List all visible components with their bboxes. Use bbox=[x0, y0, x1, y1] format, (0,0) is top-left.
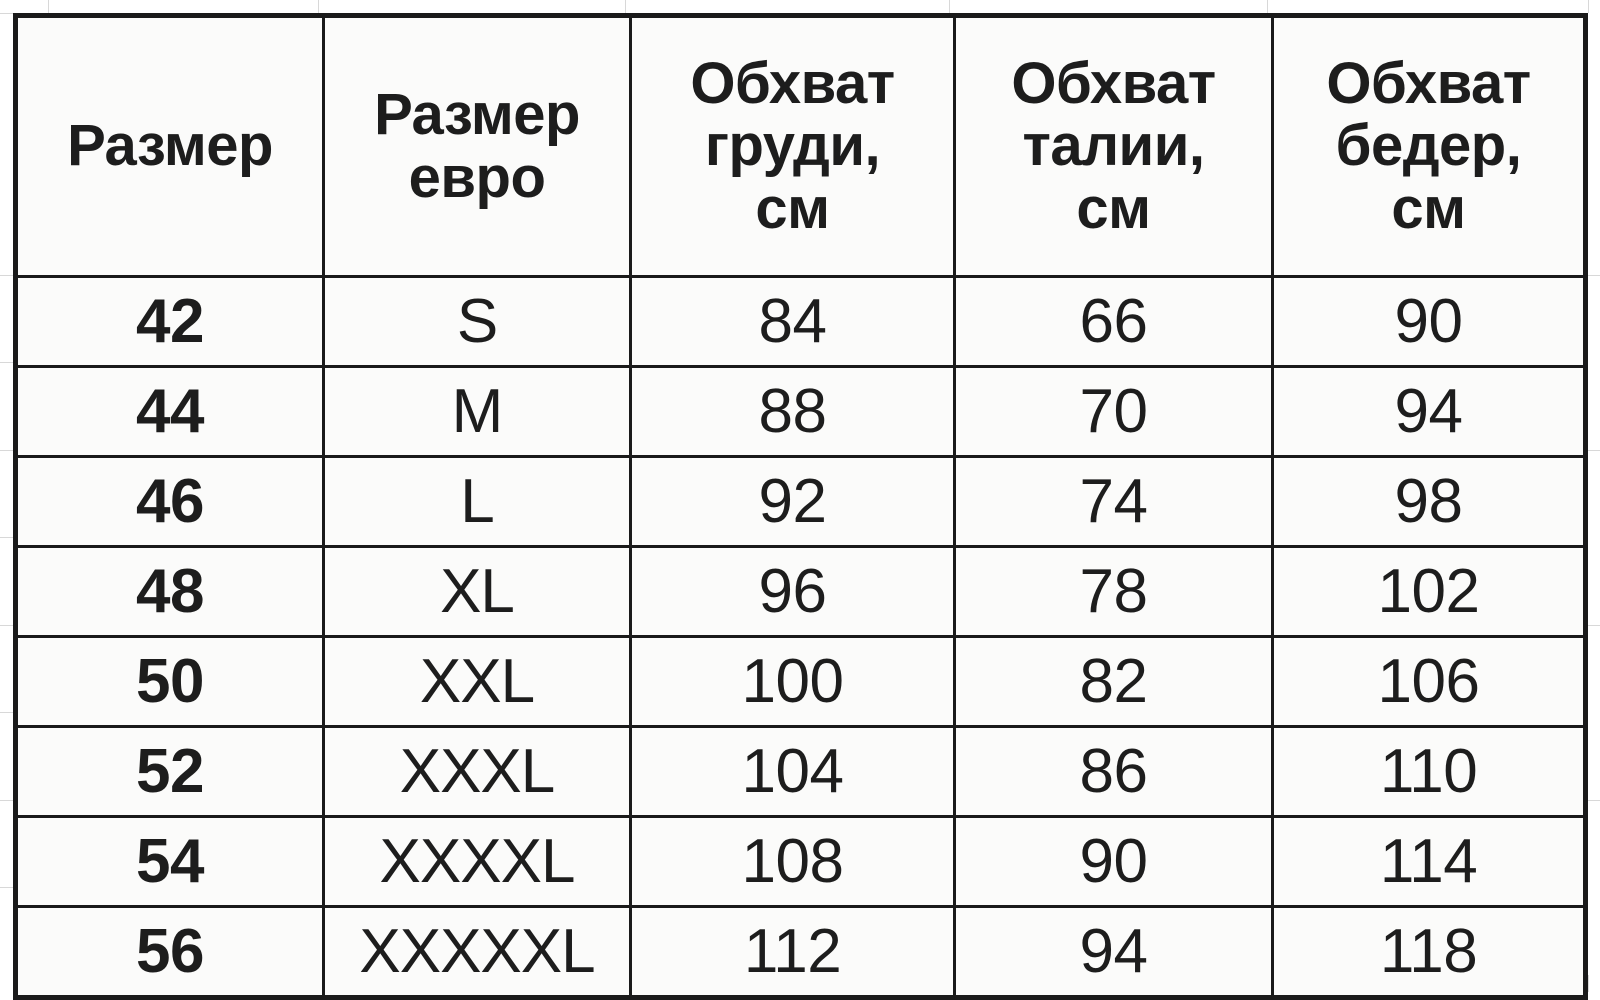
table-row: 42 S 84 66 90 bbox=[15, 276, 1586, 368]
cell-euro: XL bbox=[323, 546, 632, 638]
background-gridline-horizontal bbox=[0, 712, 13, 713]
background-gridline-vertical bbox=[1267, 0, 1268, 13]
background-gridline-horizontal bbox=[0, 537, 13, 538]
column-header-waist: Обхват талии, см bbox=[954, 15, 1274, 278]
header-row: Размер Размер евро Обхват груди, см Обхв… bbox=[15, 15, 1586, 278]
cell-hips: 90 bbox=[1272, 276, 1586, 368]
cell-hips: 110 bbox=[1272, 726, 1586, 818]
background-gridline-horizontal bbox=[0, 887, 13, 888]
cell-chest: 112 bbox=[630, 906, 956, 998]
column-header-chest-line-1: Обхват bbox=[690, 50, 895, 116]
column-header-size-line-1: Размер bbox=[67, 113, 273, 179]
table-header: Размер Размер евро Обхват груди, см Обхв… bbox=[15, 15, 1586, 278]
cell-waist: 70 bbox=[954, 366, 1274, 458]
table-row: 50 XXL 100 82 106 bbox=[15, 636, 1586, 728]
cell-hips: 114 bbox=[1272, 816, 1586, 908]
cell-hips: 98 bbox=[1272, 456, 1586, 548]
background-gridline-vertical bbox=[48, 0, 49, 13]
cell-waist: 94 bbox=[954, 906, 1274, 998]
background-gridline-vertical bbox=[318, 0, 319, 13]
cell-euro: L bbox=[323, 456, 632, 548]
table-row: 48 XL 96 78 102 bbox=[15, 546, 1586, 638]
column-header-chest-line-2: груди, bbox=[704, 113, 881, 179]
background-gridline-vertical bbox=[625, 0, 626, 13]
cell-euro: XXXXXL bbox=[323, 906, 632, 998]
cell-size: 46 bbox=[15, 456, 325, 548]
cell-chest: 104 bbox=[630, 726, 956, 818]
cell-waist: 74 bbox=[954, 456, 1274, 548]
cell-waist: 90 bbox=[954, 816, 1274, 908]
background-gridline-horizontal bbox=[0, 362, 13, 363]
cell-euro: XXL bbox=[323, 636, 632, 728]
column-header-euro-line-2: евро bbox=[408, 144, 546, 210]
background-gridline-vertical bbox=[1588, 0, 1589, 13]
cell-hips: 94 bbox=[1272, 366, 1586, 458]
column-header-waist-line-1: Обхват bbox=[1011, 50, 1216, 116]
size-chart-table: Размер Размер евро Обхват груди, см Обхв… bbox=[13, 13, 1588, 1000]
cell-hips: 102 bbox=[1272, 546, 1586, 638]
background-gridline-horizontal bbox=[0, 275, 13, 276]
cell-chest: 92 bbox=[630, 456, 956, 548]
column-header-waist-line-3: см bbox=[1076, 175, 1151, 241]
cell-waist: 66 bbox=[954, 276, 1274, 368]
cell-chest: 88 bbox=[630, 366, 956, 458]
table-body: 42 S 84 66 90 44 M 88 70 94 46 L 92 74 98 48 XL 96 78 102 50… bbox=[15, 276, 1586, 998]
table-row: 54 XXXXL 108 90 114 bbox=[15, 816, 1586, 908]
cell-chest: 100 bbox=[630, 636, 956, 728]
cell-size: 42 bbox=[15, 276, 325, 368]
cell-euro: M bbox=[323, 366, 632, 458]
background-gridline-horizontal bbox=[0, 13, 13, 14]
cell-size: 50 bbox=[15, 636, 325, 728]
cell-waist: 82 bbox=[954, 636, 1274, 728]
column-header-hips-line-3: см bbox=[1391, 175, 1466, 241]
cell-euro: S bbox=[323, 276, 632, 368]
column-header-chest: Обхват груди, см bbox=[630, 15, 956, 278]
background-gridline-horizontal bbox=[0, 800, 13, 801]
cell-euro: XXXL bbox=[323, 726, 632, 818]
column-header-euro-line-1: Размер bbox=[374, 81, 580, 147]
table-row: 56 XXXXXL 112 94 118 bbox=[15, 906, 1586, 998]
column-header-size: Размер bbox=[15, 15, 325, 278]
table-row: 52 XXXL 104 86 110 bbox=[15, 726, 1586, 818]
cell-euro: XXXXL bbox=[323, 816, 632, 908]
column-header-waist-line-2: талии, bbox=[1022, 113, 1205, 179]
background-gridline-horizontal bbox=[0, 625, 13, 626]
cell-size: 44 bbox=[15, 366, 325, 458]
background-gridline-vertical bbox=[1588, 975, 1589, 992]
column-header-hips: Обхват бедер, см bbox=[1272, 15, 1586, 278]
column-header-hips-line-2: бедер, bbox=[1335, 113, 1522, 179]
cell-hips: 118 bbox=[1272, 906, 1586, 998]
table-row: 46 L 92 74 98 bbox=[15, 456, 1586, 548]
cell-chest: 96 bbox=[630, 546, 956, 638]
cell-size: 56 bbox=[15, 906, 325, 998]
cell-chest: 84 bbox=[630, 276, 956, 368]
cell-waist: 78 bbox=[954, 546, 1274, 638]
cell-waist: 86 bbox=[954, 726, 1274, 818]
column-header-euro: Размер евро bbox=[323, 15, 632, 278]
background-gridline-vertical bbox=[949, 0, 950, 13]
column-header-hips-line-1: Обхват bbox=[1326, 50, 1531, 116]
cell-chest: 108 bbox=[630, 816, 956, 908]
table-row: 44 M 88 70 94 bbox=[15, 366, 1586, 458]
column-header-chest-line-3: см bbox=[755, 175, 830, 241]
cell-size: 52 bbox=[15, 726, 325, 818]
cell-size: 48 bbox=[15, 546, 325, 638]
cell-hips: 106 bbox=[1272, 636, 1586, 728]
cell-size: 54 bbox=[15, 816, 325, 908]
background-gridline-horizontal bbox=[0, 450, 13, 451]
